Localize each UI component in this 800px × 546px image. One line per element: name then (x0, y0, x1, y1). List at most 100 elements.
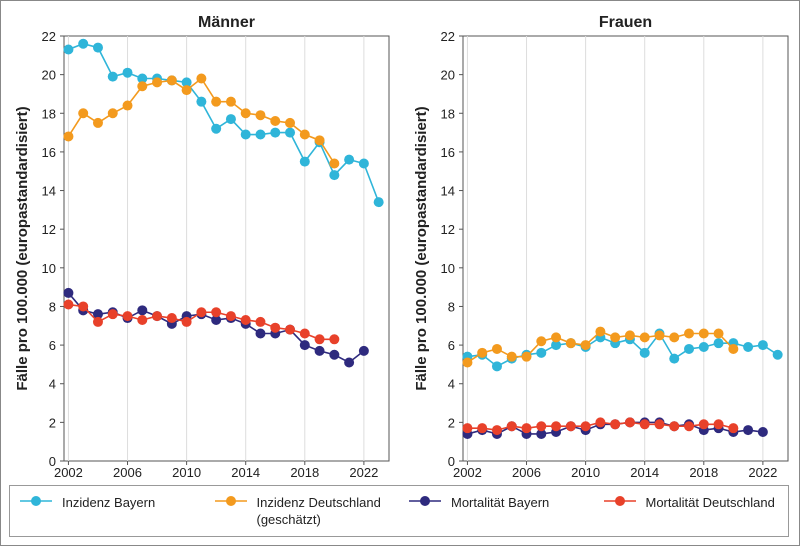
data-point (728, 343, 739, 354)
data-point (551, 340, 562, 351)
data-point (137, 314, 148, 325)
data-point (299, 340, 310, 351)
data-point (521, 351, 532, 362)
x-tick-label: 2002 (453, 465, 482, 480)
legend-item: Mortalität Bayern (399, 486, 594, 536)
data-point (698, 328, 709, 339)
data-point (491, 361, 502, 372)
x-tick-label: 2010 (172, 465, 201, 480)
data-point (669, 353, 680, 364)
data-point (772, 349, 783, 360)
y-tick-label: 8 (448, 299, 455, 314)
data-point (565, 421, 576, 432)
x-tick-label: 2018 (689, 465, 718, 480)
data-point (536, 421, 547, 432)
data-point (462, 357, 473, 368)
data-point (358, 345, 369, 356)
x-tick-label: 2002 (54, 465, 83, 480)
y-tick-label: 2 (49, 415, 56, 430)
data-point (107, 71, 118, 82)
data-point (181, 85, 192, 96)
x-tick-label: 2014 (231, 465, 260, 480)
data-point (329, 349, 340, 360)
y-tick-label: 6 (49, 338, 56, 353)
data-point (669, 421, 680, 432)
y-tick-label: 12 (42, 222, 56, 237)
data-point (373, 197, 384, 208)
data-point (654, 419, 665, 430)
y-tick-label: 22 (42, 29, 56, 44)
legend-swatch (20, 496, 52, 506)
data-point (92, 316, 103, 327)
data-point (285, 117, 296, 128)
legend-marker (614, 496, 625, 506)
y-tick-label: 12 (441, 222, 455, 237)
data-point (255, 316, 266, 327)
y-tick-label: 14 (441, 184, 455, 199)
data-point (240, 108, 251, 119)
y-tick-label: 22 (441, 29, 455, 44)
data-point (639, 347, 650, 358)
data-point (743, 425, 754, 436)
data-point (122, 67, 133, 78)
data-point (196, 307, 207, 318)
y-tick-label: 4 (448, 377, 455, 392)
legend-label: Mortalität Bayern (451, 495, 550, 510)
y-axis-label: Fälle pro 100.000 (europastandardisiert) (14, 106, 31, 390)
data-point (166, 313, 177, 324)
data-point (240, 314, 251, 325)
legend-marker (31, 496, 41, 506)
data-point (63, 299, 74, 310)
data-point (580, 421, 591, 432)
data-point (344, 357, 355, 368)
data-point (196, 73, 207, 84)
data-point (211, 96, 222, 107)
data-point (580, 340, 591, 351)
data-point (314, 345, 325, 356)
x-tick-label: 2018 (290, 465, 319, 480)
legend: Inzidenz Bayern Inzidenz Deutschland (ges… (9, 485, 789, 537)
data-point (639, 332, 650, 343)
data-point (314, 334, 325, 345)
data-point (314, 135, 325, 146)
legend-item: Inzidenz Deutschland (geschätzt) (205, 486, 400, 536)
data-point (565, 338, 576, 349)
data-point (92, 309, 103, 320)
data-point (225, 114, 236, 125)
legend-marker (225, 496, 236, 506)
data-point (743, 342, 754, 353)
data-point (122, 311, 133, 322)
data-point (698, 342, 709, 353)
data-point (757, 340, 768, 351)
data-point (669, 332, 680, 343)
data-point (329, 334, 340, 345)
data-point (166, 75, 177, 86)
data-point (181, 316, 192, 327)
legend-marker (420, 496, 430, 506)
data-point (285, 324, 296, 335)
y-tick-label: 16 (42, 145, 56, 160)
y-tick-label: 4 (49, 377, 56, 392)
plot-area (462, 35, 789, 462)
data-point (521, 423, 532, 434)
data-point (654, 330, 665, 341)
data-point (255, 328, 266, 339)
data-point (122, 100, 133, 111)
data-point (713, 328, 724, 339)
data-point (225, 311, 236, 322)
data-point (698, 419, 709, 430)
data-point (107, 108, 118, 119)
data-point (225, 96, 236, 107)
legend-swatch (214, 496, 247, 506)
legend-label: Inzidenz Deutschland (geschätzt) (256, 495, 381, 527)
data-point (610, 419, 621, 430)
data-point (713, 419, 724, 430)
data-point (152, 311, 163, 322)
data-point (477, 423, 488, 434)
data-point (240, 129, 251, 140)
data-point (551, 332, 562, 343)
data-point (624, 417, 635, 428)
data-point (299, 328, 310, 339)
data-point (255, 110, 266, 121)
data-point (329, 170, 340, 181)
